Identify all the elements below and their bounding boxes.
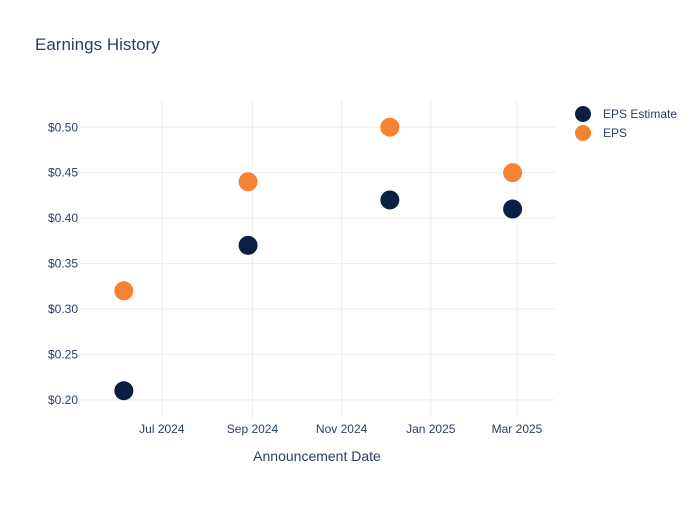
x-axis-ticks: Jul 2024 Sep 2024 Nov 2024 Jan 2025 Mar 2025	[139, 422, 543, 436]
legend-label: EPS Estimate	[603, 107, 677, 121]
series-eps	[114, 117, 523, 301]
x-tick-label: Nov 2024	[316, 422, 368, 436]
y-tick-label: $0.30	[48, 302, 78, 316]
data-points	[114, 117, 523, 401]
chart-title: Earnings History	[35, 35, 160, 54]
y-tick-label: $0.40	[48, 211, 78, 225]
y-tick-label: $0.35	[48, 257, 78, 271]
legend-marker	[575, 125, 591, 141]
data-point[interactable]	[238, 235, 258, 255]
data-point[interactable]	[503, 199, 523, 219]
x-tick-label: Jan 2025	[406, 422, 456, 436]
data-point[interactable]	[238, 172, 258, 192]
legend-label: EPS	[603, 126, 627, 140]
legend-item[interactable]: EPS Estimate	[575, 106, 677, 122]
data-point[interactable]	[380, 117, 400, 137]
x-axis-label: Announcement Date	[253, 448, 381, 464]
legend-item[interactable]: EPS	[575, 125, 627, 141]
legend-marker	[575, 106, 591, 122]
x-tick-label: Jul 2024	[139, 422, 185, 436]
y-tick-label: $0.45	[48, 166, 78, 180]
x-tick-label: Sep 2024	[227, 422, 279, 436]
y-axis-ticks: $0.20 $0.25 $0.30 $0.35 $0.40 $0.45 $0.50	[48, 120, 78, 407]
data-point[interactable]	[503, 163, 523, 183]
series-eps-estimate	[114, 190, 523, 401]
y-tick-label: $0.25	[48, 347, 78, 361]
data-point[interactable]	[380, 190, 400, 210]
grid	[80, 100, 555, 418]
data-point[interactable]	[114, 281, 134, 301]
y-tick-label: $0.50	[48, 120, 78, 134]
y-tick-label: $0.20	[48, 393, 78, 407]
data-point[interactable]	[114, 381, 134, 401]
legend[interactable]: EPS Estimate EPS	[575, 106, 677, 141]
x-tick-label: Mar 2025	[492, 422, 543, 436]
